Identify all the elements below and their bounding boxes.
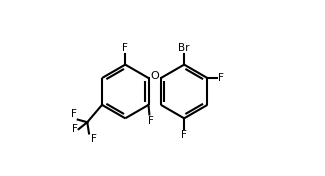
Text: F: F xyxy=(181,130,187,140)
Text: Br: Br xyxy=(178,43,190,53)
Text: F: F xyxy=(91,134,97,144)
Text: F: F xyxy=(148,116,154,126)
Text: F: F xyxy=(218,73,224,83)
Text: O: O xyxy=(150,71,159,81)
Text: F: F xyxy=(72,124,78,134)
Text: F: F xyxy=(122,43,128,53)
Text: F: F xyxy=(71,109,77,119)
